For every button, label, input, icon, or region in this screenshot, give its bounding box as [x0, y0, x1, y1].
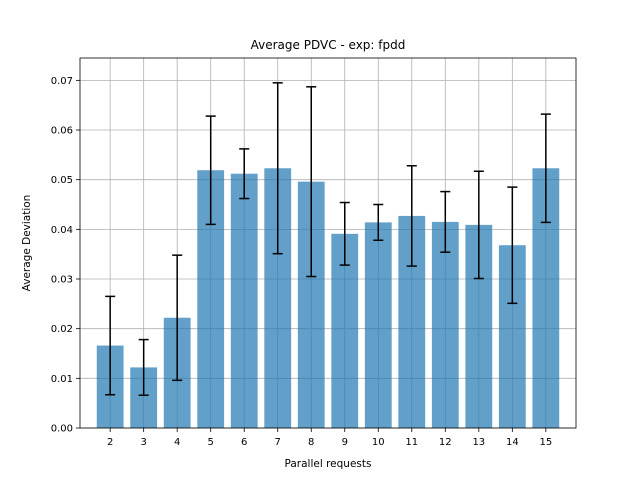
bar — [230, 173, 258, 428]
error-bar — [473, 170, 484, 280]
x-tick-label: 4 — [174, 437, 180, 448]
x-tick-label: 12 — [439, 437, 452, 448]
error-bar — [440, 190, 451, 253]
x-tick-label: 3 — [140, 437, 146, 448]
error-bar — [507, 186, 518, 305]
bar — [364, 222, 392, 428]
x-tick-label: 11 — [405, 437, 418, 448]
y-tick-label: 0.01 — [51, 374, 73, 385]
x-tick-label: 5 — [208, 437, 214, 448]
error-bar — [105, 295, 116, 396]
y-tick-label: 0.07 — [51, 76, 73, 87]
y-tick-label: 0.05 — [51, 175, 73, 186]
x-tick-label: 15 — [539, 437, 552, 448]
bar — [331, 233, 359, 428]
x-tick-label: 10 — [372, 437, 385, 448]
error-bar — [205, 115, 216, 226]
error-bars — [105, 82, 551, 396]
x-tick-label: 13 — [472, 437, 485, 448]
y-axis-label: Average Deviation — [21, 195, 33, 292]
plot-area-frame — [79, 57, 577, 429]
y-axis-ticks: 0.00 0.01 0.02 0.03 0.04 0.05 0.06 0.07 — [51, 76, 80, 435]
error-bar — [540, 113, 551, 224]
error-bar — [172, 254, 183, 382]
x-axis-label: Parallel requests — [285, 458, 372, 470]
x-tick-label: 14 — [506, 437, 519, 448]
error-bar — [272, 82, 283, 255]
error-bar — [306, 86, 317, 278]
y-tick-label: 0.06 — [51, 126, 73, 137]
error-bar — [138, 338, 149, 396]
x-tick-label: 6 — [241, 437, 247, 448]
y-tick-label: 0.02 — [51, 324, 73, 335]
error-bar — [239, 148, 250, 200]
error-bar — [339, 201, 350, 266]
y-tick-label: 0.04 — [51, 225, 73, 236]
bars — [96, 168, 560, 428]
y-tick-label: 0.03 — [51, 275, 73, 286]
x-tick-label: 9 — [342, 437, 348, 448]
x-tick-label: 8 — [308, 437, 314, 448]
bar — [431, 221, 459, 428]
error-bar — [406, 165, 417, 267]
error-bar — [373, 203, 384, 242]
x-axis-ticks: 2 3 4 5 6 7 8 9 10 11 12 13 14 15 — [107, 428, 552, 448]
chart-title: Average PDVC - exp: fpdd — [251, 38, 406, 52]
x-tick-label: 7 — [275, 437, 281, 448]
x-tick-label: 2 — [107, 437, 113, 448]
y-tick-label: 0.00 — [51, 424, 73, 435]
